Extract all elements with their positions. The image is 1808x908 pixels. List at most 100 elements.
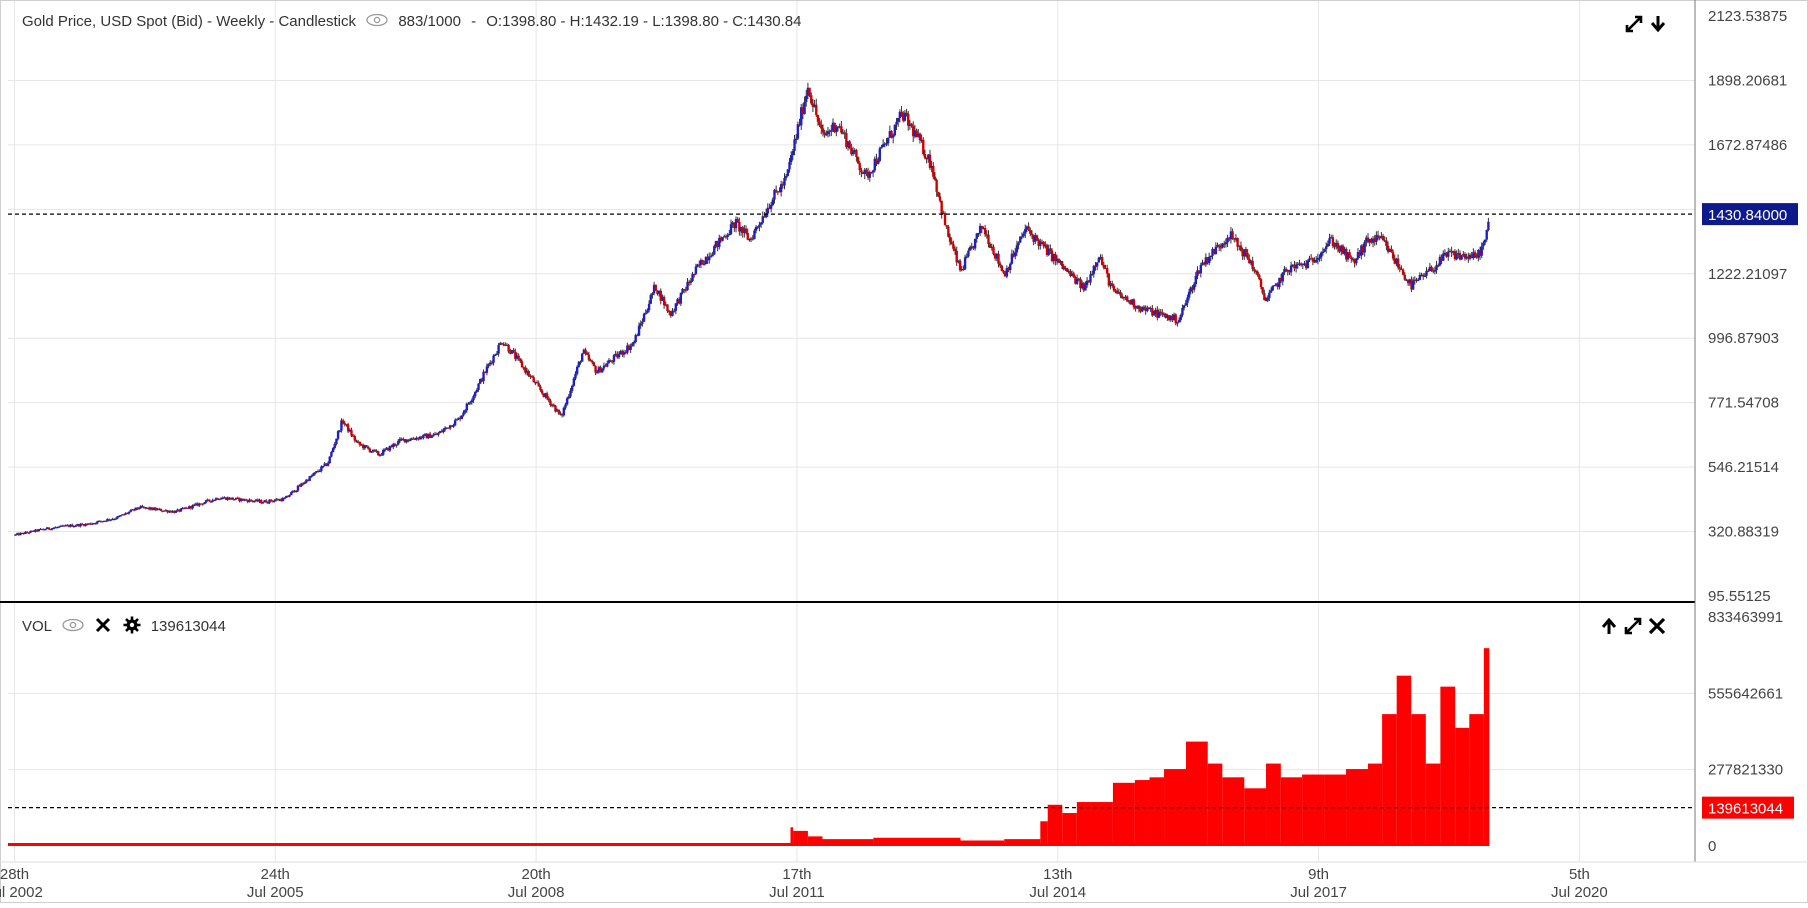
candle-down	[1114, 290, 1117, 292]
candle-down	[559, 413, 562, 415]
candle-up	[74, 525, 77, 527]
candle-up	[495, 353, 499, 355]
candle-up	[1383, 240, 1386, 242]
candle-down	[1350, 257, 1353, 260]
candle-down	[537, 383, 540, 387]
candle-down	[1358, 252, 1361, 256]
candle-up	[335, 438, 338, 445]
candle-down	[1012, 253, 1015, 257]
candle-up	[1266, 297, 1269, 301]
candle-down	[1129, 300, 1132, 305]
candle-up	[171, 511, 174, 513]
candle-up	[1085, 280, 1089, 286]
candle-down	[955, 250, 958, 263]
expand-icon[interactable]	[1624, 14, 1644, 34]
candle-up	[437, 433, 440, 435]
candle-up	[995, 253, 999, 259]
candle-up	[430, 436, 433, 438]
candle-down	[1376, 235, 1380, 238]
candle-down	[166, 510, 169, 513]
close-icon[interactable]	[94, 616, 112, 638]
candle-down	[1470, 254, 1473, 259]
candle-down	[659, 290, 662, 301]
candle-up	[485, 366, 489, 373]
candle-up	[168, 511, 171, 513]
candle-down	[706, 256, 709, 261]
candle-down	[1239, 245, 1243, 251]
candle-up	[146, 507, 149, 509]
candle-up	[622, 352, 626, 355]
candle-down	[925, 158, 928, 160]
candle-up	[1308, 258, 1311, 261]
candle-up	[602, 365, 606, 369]
candle-down	[126, 512, 129, 515]
candle-up	[163, 510, 166, 512]
candle-up	[1318, 257, 1321, 259]
candle-up	[1095, 262, 1099, 267]
candle-down	[173, 511, 176, 513]
candle-up	[908, 123, 912, 126]
candle-up	[14, 534, 17, 536]
candle-down	[947, 226, 950, 237]
candle-up	[243, 499, 246, 501]
candle-up	[1122, 297, 1126, 299]
arrow-down-icon[interactable]	[1648, 14, 1668, 34]
candle-down	[1453, 251, 1457, 260]
candle-up	[96, 521, 99, 524]
close-icon[interactable]	[1647, 616, 1667, 636]
candle-up	[917, 133, 920, 138]
price-tick-label: 320.88319	[1708, 524, 1779, 541]
candle-down	[236, 497, 239, 499]
candle-up	[1301, 263, 1305, 266]
candle-up	[973, 238, 977, 249]
candle-down	[1304, 263, 1308, 269]
candle-down	[264, 500, 268, 503]
candle-down	[527, 370, 530, 376]
candle-down	[1421, 274, 1425, 277]
candle-down	[387, 447, 390, 451]
candle-down	[1054, 253, 1057, 262]
candle-down	[1062, 266, 1065, 270]
candle-down	[1261, 287, 1264, 294]
volume-bar	[1164, 769, 1187, 846]
candle-up	[117, 515, 121, 518]
candle-up	[758, 224, 761, 227]
candle-up	[112, 518, 116, 521]
x-tick-month-year: Jul 2011	[769, 884, 825, 901]
candle-down	[266, 502, 270, 504]
x-tick-month-year: Jul 2020	[1551, 884, 1608, 901]
eye-icon[interactable]	[366, 13, 388, 31]
candle-down	[1353, 259, 1356, 264]
expand-icon[interactable]	[1623, 616, 1643, 636]
candle-down	[928, 154, 932, 168]
candle-up	[582, 349, 586, 354]
candle-up	[84, 523, 87, 526]
candle-down	[1381, 235, 1385, 241]
candle-up	[1187, 291, 1191, 298]
arrow-up-icon[interactable]	[1599, 616, 1619, 636]
candle-up	[1405, 279, 1408, 281]
candle-up	[395, 444, 398, 446]
gear-icon[interactable]	[123, 616, 141, 638]
candle-down	[870, 172, 873, 174]
candle-up	[1090, 273, 1094, 276]
candle-up	[1192, 284, 1196, 290]
candle-up	[388, 446, 392, 451]
candle-down	[1430, 266, 1433, 271]
candle-up	[30, 530, 34, 532]
eye-icon[interactable]	[62, 618, 84, 636]
candle-down	[366, 446, 370, 449]
candle-up	[881, 144, 885, 147]
x-tick-day: 28th	[0, 866, 29, 883]
candle-up	[641, 321, 644, 324]
candle-up	[452, 425, 455, 427]
candle-down	[490, 362, 494, 364]
candle-down	[698, 264, 701, 266]
candle-down	[656, 290, 659, 294]
candle-up	[311, 474, 315, 477]
candle-up	[1176, 322, 1179, 324]
candle-down	[1251, 260, 1254, 270]
volume-bar	[790, 827, 794, 846]
price-panel-header: Gold Price, USD Spot (Bid) - Weekly - Ca…	[22, 13, 808, 31]
candle-down	[353, 436, 357, 441]
